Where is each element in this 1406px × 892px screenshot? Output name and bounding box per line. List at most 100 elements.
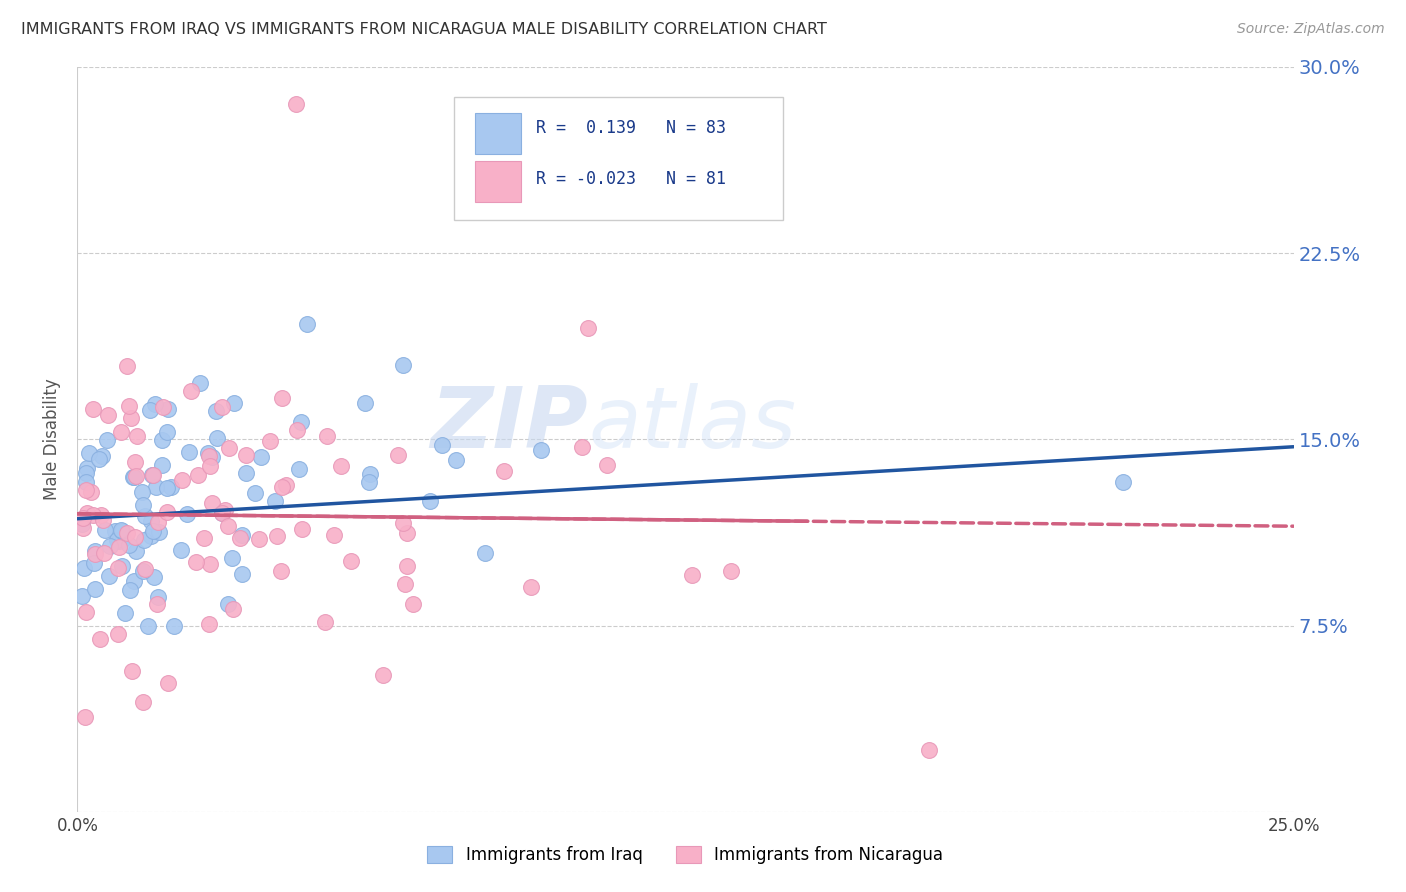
- Point: [681, 567, 703, 582]
- Point: [235, 466, 257, 480]
- Point: [83, 543, 105, 558]
- Point: [142, 524, 165, 539]
- Y-axis label: Male Disability: Male Disability: [44, 378, 62, 500]
- Point: [291, 522, 314, 536]
- Point: [142, 467, 165, 482]
- Point: [124, 455, 146, 469]
- Point: [193, 531, 215, 545]
- Point: [387, 448, 409, 462]
- Point: [180, 384, 202, 399]
- Point: [107, 541, 129, 555]
- Point: [105, 533, 128, 548]
- Point: [918, 742, 941, 756]
- Point: [143, 397, 166, 411]
- Point: [222, 602, 245, 616]
- Point: [84, 547, 107, 561]
- Text: R =  0.139   N = 83: R = 0.139 N = 83: [536, 119, 725, 137]
- Point: [82, 401, 104, 416]
- Point: [359, 467, 381, 481]
- Point: [354, 396, 377, 410]
- Point: [200, 458, 222, 473]
- Point: [156, 402, 179, 417]
- Point: [107, 534, 129, 549]
- Point: [83, 556, 105, 570]
- Point: [111, 559, 134, 574]
- Point: [139, 514, 162, 528]
- Point: [124, 469, 146, 483]
- Point: [114, 606, 136, 620]
- FancyBboxPatch shape: [475, 161, 522, 202]
- Point: [322, 527, 344, 541]
- Point: [340, 554, 363, 568]
- Point: [117, 538, 139, 552]
- Point: [107, 561, 129, 575]
- Text: IMMIGRANTS FROM IRAQ VS IMMIGRANTS FROM NICARAGUA MALE DISABILITY CORRELATION CH: IMMIGRANTS FROM IRAQ VS IMMIGRANTS FROM …: [21, 22, 827, 37]
- Point: [148, 525, 170, 540]
- Point: [211, 400, 233, 414]
- Point: [131, 564, 153, 578]
- Point: [132, 695, 155, 709]
- Point: [150, 433, 173, 447]
- Point: [96, 433, 118, 447]
- Point: [90, 449, 112, 463]
- Point: [392, 359, 415, 373]
- Point: [156, 482, 179, 496]
- Point: [314, 615, 336, 629]
- Point: [217, 597, 239, 611]
- Point: [155, 505, 177, 519]
- Point: [145, 480, 167, 494]
- Point: [231, 567, 253, 582]
- Point: [315, 428, 337, 442]
- Point: [430, 438, 453, 452]
- Point: [156, 676, 179, 690]
- Point: [148, 590, 170, 604]
- Point: [131, 498, 153, 512]
- Text: ZIP: ZIP: [430, 383, 588, 466]
- Point: [290, 415, 312, 429]
- Point: [444, 453, 467, 467]
- Point: [76, 506, 98, 520]
- Point: [231, 527, 253, 541]
- Point: [197, 446, 219, 460]
- Point: [201, 450, 224, 464]
- Point: [218, 441, 240, 455]
- Point: [266, 529, 288, 543]
- Point: [110, 524, 132, 538]
- Point: [70, 516, 93, 531]
- Point: [329, 458, 352, 473]
- Point: [107, 626, 129, 640]
- Point: [93, 546, 115, 560]
- Point: [72, 521, 94, 535]
- Point: [124, 544, 146, 558]
- Point: [250, 450, 273, 464]
- Point: [394, 577, 416, 591]
- Point: [139, 529, 162, 543]
- Point: [245, 486, 267, 500]
- Point: [72, 510, 94, 524]
- Point: [402, 597, 425, 611]
- Point: [112, 532, 135, 546]
- Point: [419, 493, 441, 508]
- Point: [104, 524, 127, 538]
- Point: [295, 318, 318, 332]
- Point: [576, 320, 599, 334]
- Point: [391, 516, 413, 530]
- Point: [172, 473, 194, 487]
- Point: [132, 533, 155, 547]
- Point: [152, 400, 174, 414]
- Point: [115, 526, 138, 541]
- Point: [134, 561, 156, 575]
- Point: [214, 503, 236, 517]
- Text: Source: ZipAtlas.com: Source: ZipAtlas.com: [1237, 22, 1385, 37]
- Point: [150, 458, 173, 472]
- Point: [285, 424, 308, 438]
- Point: [122, 574, 145, 588]
- Point: [270, 564, 292, 578]
- Point: [131, 484, 153, 499]
- Point: [160, 480, 183, 494]
- Point: [177, 445, 200, 459]
- Point: [91, 512, 114, 526]
- Point: [120, 583, 142, 598]
- Point: [75, 606, 97, 620]
- Point: [520, 580, 543, 594]
